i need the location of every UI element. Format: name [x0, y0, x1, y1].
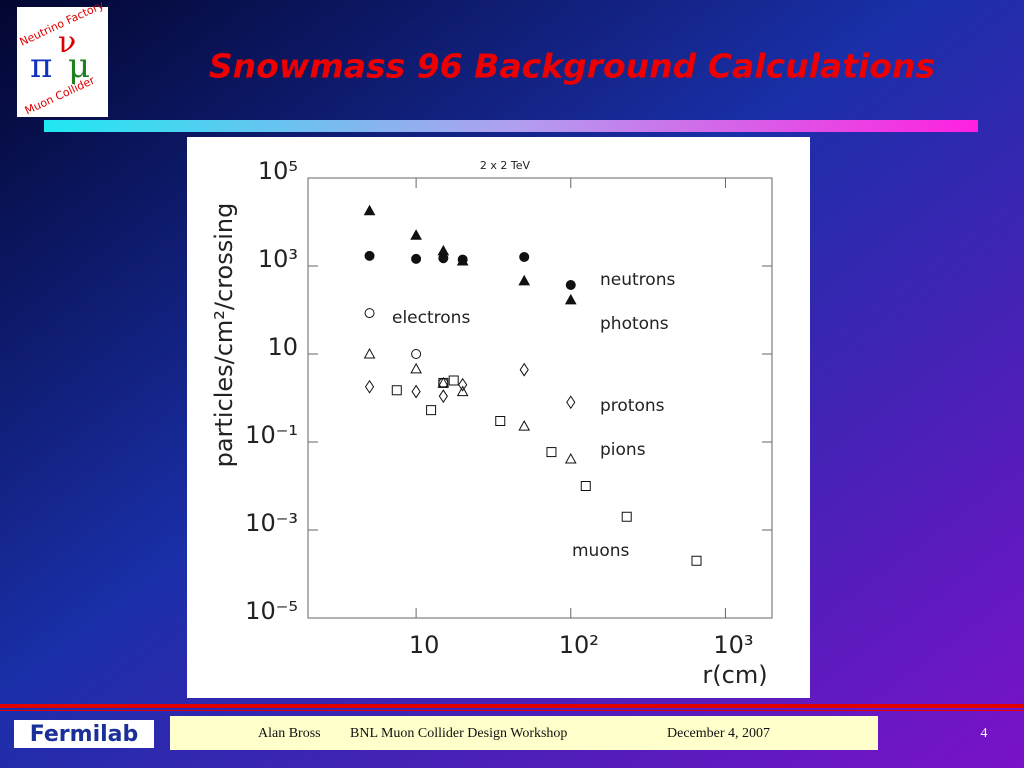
point: [564, 453, 577, 464]
title-rule: [44, 120, 978, 132]
footer-date: December 4, 2007: [667, 726, 770, 741]
x-tick-label: 10: [409, 631, 440, 659]
slide-title: Snowmass 96 Background Calculations: [209, 47, 935, 86]
x-tick-label: 10³: [713, 631, 753, 659]
point: [456, 385, 469, 397]
point: [410, 362, 422, 374]
point: [448, 375, 459, 386]
legend-label: muons: [572, 541, 630, 561]
footer-box: [170, 716, 878, 750]
y-tick-label: 10³: [258, 245, 298, 273]
y-tick-label: 10: [267, 333, 298, 361]
point: [565, 279, 576, 290]
footer-event: BNL Muon Collider Design Workshop: [350, 726, 567, 741]
fermilab-logo: Fermilab: [30, 722, 139, 747]
point: [691, 555, 702, 566]
point: [580, 481, 591, 491]
point: [438, 377, 449, 388]
point: [621, 511, 632, 522]
point: [410, 229, 422, 240]
logo-symbol: ν: [58, 25, 76, 60]
y-tick-label: 10⁵: [258, 157, 298, 185]
point: [518, 420, 531, 431]
legend-label: neutrons: [600, 270, 675, 290]
page-number: 4: [981, 726, 988, 741]
point: [495, 416, 506, 427]
point: [456, 254, 469, 266]
point: [564, 293, 577, 305]
chart-title: 2 x 2 TeV: [480, 159, 531, 172]
footer-rule: [0, 710, 1024, 711]
logo-symbol: π: [30, 46, 52, 86]
footer-rule: [0, 704, 1024, 708]
y-axis-label: particles/cm²/crossing: [210, 203, 238, 468]
point: [546, 447, 557, 458]
chart-panel: [187, 137, 810, 698]
point: [437, 244, 450, 256]
point: [363, 204, 376, 216]
plot-frame: [307, 177, 773, 619]
point: [364, 379, 375, 394]
point: [411, 253, 422, 264]
legend-label: pions: [600, 440, 646, 460]
point: [518, 274, 531, 286]
y-tick-label: 10⁻¹: [245, 421, 298, 449]
point: [411, 349, 422, 359]
legend-label: electrons: [392, 308, 470, 328]
point: [364, 308, 375, 319]
point: [458, 377, 468, 392]
x-tick-label: 10²: [559, 631, 599, 659]
fermilab-box: [14, 720, 154, 748]
point: [364, 250, 375, 261]
x-axis-label: r(cm): [702, 661, 767, 689]
point: [519, 252, 530, 263]
legend-label: photons: [600, 314, 669, 334]
point: [411, 384, 421, 399]
y-tick-label: 10⁻⁵: [245, 597, 298, 625]
y-tick-label: 10⁻³: [245, 509, 298, 537]
legend-label: protons: [600, 396, 665, 416]
logo-symbol: μ: [68, 46, 90, 86]
point: [363, 347, 376, 359]
footer-author: Alan Bross: [258, 726, 321, 741]
point: [426, 405, 437, 416]
point: [566, 395, 576, 410]
point: [438, 389, 448, 404]
logo-box: [17, 7, 108, 117]
point: [519, 362, 529, 377]
point: [391, 385, 402, 396]
